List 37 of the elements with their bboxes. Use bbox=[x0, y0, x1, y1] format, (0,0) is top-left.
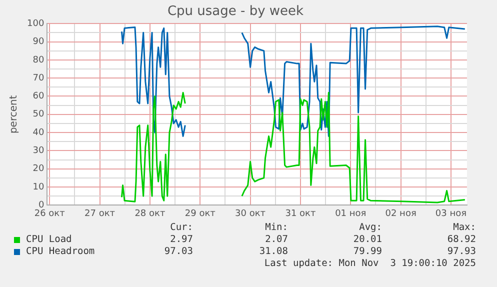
text: Max: bbox=[452, 222, 476, 234]
text: 31.08 bbox=[258, 246, 288, 258]
y-tick-label: 90 bbox=[32, 37, 44, 48]
text: 20.01 bbox=[352, 234, 382, 246]
x-tick-label: 31 окт bbox=[285, 208, 316, 219]
y-tick-label: 20 bbox=[32, 164, 44, 174]
y-tick-label: 60 bbox=[32, 92, 44, 102]
y-tick-label: 40 bbox=[32, 128, 44, 138]
x-tick-label: 30 окт bbox=[235, 208, 266, 219]
text: 79.99 bbox=[352, 246, 382, 258]
text: 97.93 bbox=[446, 246, 476, 258]
y-tick-label: 80 bbox=[32, 55, 44, 66]
x-tick-label: 27 окт bbox=[84, 208, 116, 219]
x-tick-label: 01 ноя bbox=[335, 208, 366, 219]
legend-label: CPU Headroom bbox=[26, 246, 95, 258]
text: 2.07 bbox=[264, 234, 288, 246]
text: 68.92 bbox=[446, 234, 476, 246]
text: 97.03 bbox=[163, 246, 193, 258]
y-tick-label: 50 bbox=[32, 110, 44, 120]
y-tick-label: 30 bbox=[32, 146, 44, 156]
x-tick-label: 03 ноя bbox=[435, 208, 467, 219]
x-tick-label: 26 окт bbox=[34, 208, 65, 219]
chart-title: Cpu usage - by week bbox=[167, 4, 304, 20]
y-tick-label: 0 bbox=[38, 200, 44, 211]
y-tick-label: 100 bbox=[26, 18, 44, 29]
text: Last update: Mon Nov 3 19:00:10 2025 bbox=[263, 258, 476, 270]
text: 2.97 bbox=[169, 234, 193, 246]
y-tick-label: 70 bbox=[32, 73, 44, 84]
y-axis-title: percent bbox=[8, 95, 20, 134]
y-tick-label: 10 bbox=[32, 182, 44, 192]
x-tick-label: 28 окт bbox=[134, 208, 166, 219]
x-tick-label: 29 окт bbox=[184, 208, 216, 219]
text: Min: bbox=[264, 222, 288, 234]
text: Avg: bbox=[358, 222, 382, 234]
x-tick-label: 02 ноя bbox=[385, 208, 416, 219]
legend-label: CPU Load bbox=[26, 234, 72, 246]
text: Cur: bbox=[169, 222, 193, 234]
